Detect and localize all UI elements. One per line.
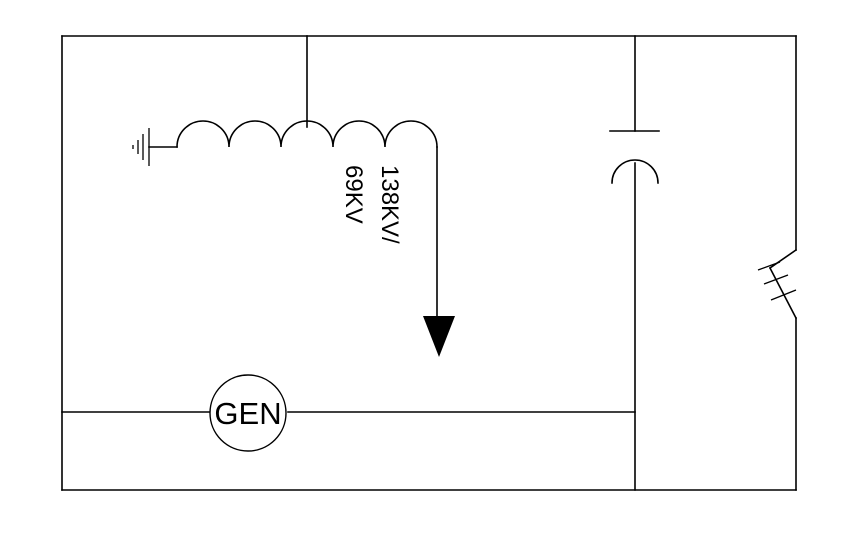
circuit-wires (61, 35, 797, 491)
switch-icon (757, 248, 798, 320)
arrow-down-icon (423, 316, 455, 357)
generator-circle (209, 374, 287, 452)
transformer-coil (176, 120, 438, 323)
transformer-rating-line2: 69KV (340, 165, 367, 224)
ground-icon (132, 128, 178, 166)
capacitor-icon (609, 130, 660, 184)
generator-label: GEN (214, 396, 281, 431)
generator: GEN (209, 374, 287, 452)
transformer-rating-line1: 138KV/ (376, 165, 403, 244)
